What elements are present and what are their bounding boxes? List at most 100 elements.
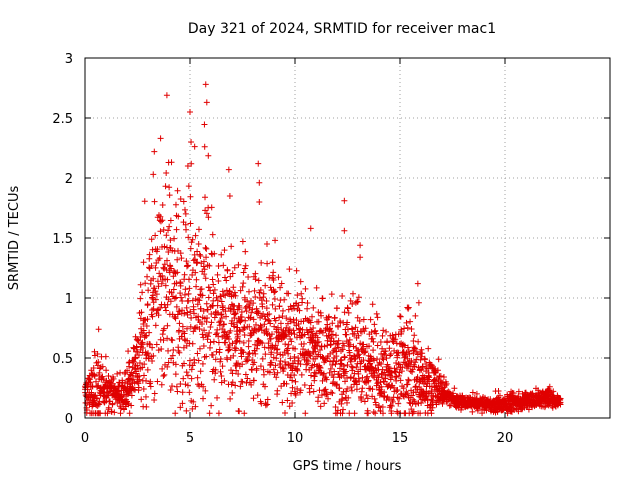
data-point	[140, 386, 147, 393]
data-point	[197, 368, 204, 375]
data-point	[410, 396, 417, 403]
data-point	[214, 302, 221, 309]
data-point	[203, 254, 210, 261]
data-point	[381, 392, 388, 399]
data-point	[158, 381, 165, 388]
data-point	[163, 92, 170, 99]
data-point	[162, 183, 169, 190]
data-point	[307, 319, 314, 326]
data-point	[376, 403, 383, 410]
data-point	[333, 381, 340, 388]
data-point	[96, 369, 103, 376]
data-point	[261, 313, 268, 320]
data-point	[144, 301, 151, 308]
data-point	[217, 355, 224, 362]
data-point	[177, 290, 184, 297]
data-point	[262, 402, 269, 409]
data-point	[451, 385, 458, 392]
data-point	[262, 316, 269, 323]
data-point	[235, 261, 242, 268]
data-point	[161, 325, 168, 332]
data-point	[322, 386, 329, 393]
data-point	[93, 378, 100, 385]
data-point	[288, 338, 295, 345]
data-point	[333, 348, 340, 355]
data-point	[211, 286, 218, 293]
data-point	[345, 394, 352, 401]
data-point	[473, 390, 480, 397]
data-point	[240, 349, 247, 356]
data-point	[164, 335, 171, 342]
data-point	[135, 352, 142, 359]
data-point	[270, 366, 277, 373]
data-point	[358, 388, 365, 395]
data-point	[114, 370, 121, 377]
data-point	[240, 280, 247, 287]
data-point	[216, 322, 223, 329]
data-point	[387, 376, 394, 383]
data-point	[138, 396, 145, 403]
data-point	[233, 367, 240, 374]
data-point	[427, 361, 434, 368]
data-point	[156, 255, 163, 262]
data-point	[267, 284, 274, 291]
data-point	[286, 326, 293, 333]
data-point	[392, 336, 399, 343]
data-point	[348, 384, 355, 391]
data-point	[170, 346, 177, 353]
data-point	[259, 340, 266, 347]
data-point	[174, 311, 181, 318]
data-point	[395, 400, 402, 407]
data-point	[90, 364, 97, 371]
data-point	[341, 309, 348, 316]
data-point	[362, 348, 369, 355]
data-point	[259, 303, 266, 310]
data-point	[226, 193, 233, 199]
data-point	[209, 351, 216, 358]
data-point	[326, 358, 333, 365]
data-point	[370, 338, 377, 345]
data-point	[404, 381, 411, 388]
data-point	[165, 227, 172, 234]
data-point	[205, 152, 212, 159]
data-point	[216, 319, 223, 326]
data-point	[250, 316, 257, 323]
data-point	[546, 383, 553, 390]
data-point	[307, 225, 314, 232]
data-point	[210, 297, 217, 304]
data-point	[145, 287, 152, 294]
data-point	[265, 340, 272, 347]
data-point	[350, 343, 357, 350]
data-point	[301, 382, 308, 389]
data-point	[403, 319, 410, 326]
data-point	[208, 204, 215, 211]
data-point	[312, 370, 319, 377]
data-point	[183, 325, 190, 332]
data-point	[104, 410, 111, 417]
data-point	[223, 277, 230, 284]
data-point	[246, 379, 253, 386]
data-point	[291, 372, 298, 379]
data-point	[245, 274, 252, 281]
data-point	[201, 143, 208, 150]
data-point	[206, 262, 213, 269]
data-point	[508, 402, 515, 409]
data-point	[139, 364, 146, 371]
data-point	[187, 357, 194, 364]
data-point	[383, 397, 390, 404]
data-point	[262, 282, 269, 289]
data-point	[205, 214, 212, 221]
data-point	[181, 291, 188, 298]
data-point	[299, 295, 306, 302]
data-point	[242, 262, 249, 269]
data-point	[295, 355, 302, 362]
data-point	[351, 410, 358, 417]
data-point	[187, 109, 193, 115]
data-point	[189, 272, 196, 279]
data-point	[181, 310, 188, 317]
data-point	[117, 369, 124, 376]
data-point	[341, 354, 348, 361]
data-point	[138, 309, 145, 316]
data-point	[256, 289, 263, 296]
data-point	[443, 380, 450, 387]
